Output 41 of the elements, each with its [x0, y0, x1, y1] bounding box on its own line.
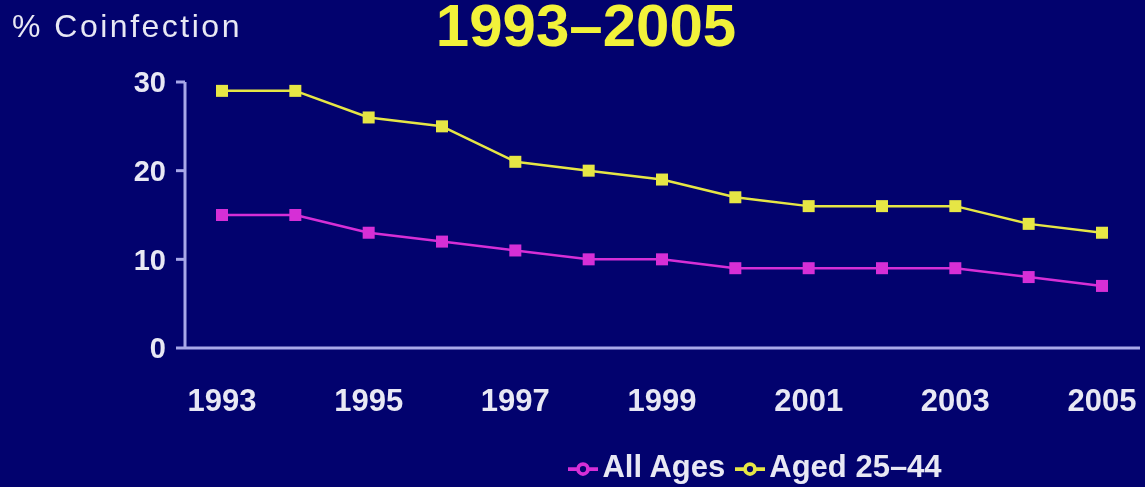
point — [802, 262, 815, 275]
point — [436, 120, 448, 133]
point — [289, 209, 302, 221]
x-tick-label: 2001 — [774, 383, 844, 419]
point — [509, 155, 522, 168]
point — [362, 226, 375, 239]
point — [1022, 271, 1035, 284]
point — [216, 84, 228, 97]
point — [802, 200, 815, 213]
point — [949, 262, 962, 275]
point — [729, 262, 742, 275]
x-tick-label: 1995 — [334, 383, 404, 419]
y-tick-label: 0 — [149, 332, 166, 365]
point — [1096, 279, 1108, 292]
point — [656, 173, 668, 186]
point — [509, 244, 522, 257]
point — [436, 235, 448, 248]
point — [876, 200, 888, 213]
point — [949, 200, 962, 213]
y-tick-label: 30 — [133, 66, 166, 99]
x-tick-label: 1997 — [480, 383, 550, 419]
point — [656, 253, 668, 266]
point — [362, 111, 375, 124]
x-tick-label: 1999 — [627, 383, 697, 419]
x-tick-label: 1993 — [187, 383, 257, 419]
point — [1022, 217, 1035, 230]
point — [582, 164, 595, 177]
chart-title: 1993–2005 — [434, 0, 738, 59]
legend-label: Aged 25–44 — [769, 449, 942, 484]
point — [729, 191, 742, 204]
x-tick-label: 2005 — [1067, 383, 1137, 419]
x-tick-label: 2003 — [920, 383, 990, 419]
point — [582, 253, 595, 266]
y-axis-title: % Coinfection — [12, 8, 242, 44]
point — [289, 84, 302, 97]
y-tick-label: 20 — [133, 154, 166, 187]
y-tick-label: 10 — [133, 243, 166, 276]
point — [1096, 226, 1108, 239]
legend-label: All Ages — [602, 449, 726, 484]
point — [216, 209, 228, 221]
point — [876, 262, 888, 275]
